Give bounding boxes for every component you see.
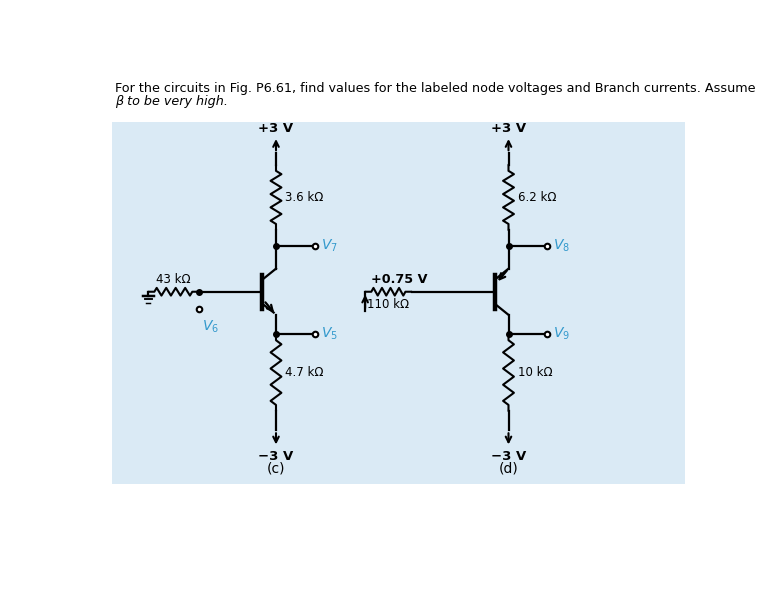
Text: −3 V: −3 V — [258, 451, 293, 463]
Text: +3 V: +3 V — [491, 122, 526, 135]
Text: +0.75 V: +0.75 V — [371, 272, 428, 285]
Text: β to be very high.: β to be very high. — [115, 95, 228, 108]
Text: −3 V: −3 V — [491, 451, 526, 463]
Text: $V_8$: $V_8$ — [554, 237, 570, 254]
Text: For the circuits in Fig. P6.61, find values for the labeled node voltages and Br: For the circuits in Fig. P6.61, find val… — [115, 82, 755, 95]
FancyBboxPatch shape — [112, 122, 685, 484]
Text: 4.7 kΩ: 4.7 kΩ — [285, 366, 324, 379]
Text: (d): (d) — [499, 461, 518, 475]
Text: 43 kΩ: 43 kΩ — [156, 272, 191, 285]
Text: $V_9$: $V_9$ — [554, 326, 570, 342]
Text: $V_6$: $V_6$ — [202, 319, 219, 335]
Text: +3 V: +3 V — [258, 122, 293, 135]
Text: 10 kΩ: 10 kΩ — [518, 366, 552, 379]
Text: 3.6 kΩ: 3.6 kΩ — [285, 191, 324, 204]
Text: 6.2 kΩ: 6.2 kΩ — [518, 191, 556, 204]
Text: $V_5$: $V_5$ — [321, 326, 338, 342]
Text: (c): (c) — [267, 461, 285, 475]
Text: $V_7$: $V_7$ — [321, 237, 338, 254]
Text: 110 kΩ: 110 kΩ — [368, 298, 410, 311]
